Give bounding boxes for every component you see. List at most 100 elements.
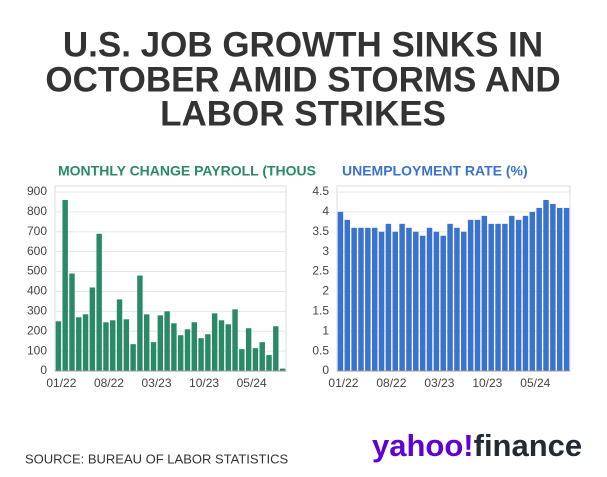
bar	[211, 313, 218, 371]
y-tick-label: 800	[27, 204, 47, 218]
x-tick-label: 01/22	[328, 376, 358, 390]
bar	[55, 321, 62, 371]
bar	[515, 219, 522, 371]
bar	[177, 335, 184, 371]
bar	[171, 323, 177, 371]
y-tick-label: 0	[40, 363, 47, 377]
bar	[399, 223, 405, 371]
x-tick-label: 08/22	[94, 376, 124, 390]
bar	[529, 211, 536, 371]
bar	[522, 215, 529, 371]
bar	[150, 342, 157, 371]
x-tick-label: 01/22	[46, 376, 76, 390]
chart-title: UNEMPLOYMENT RATE (%)	[342, 163, 528, 179]
y-tick-label: 4	[322, 204, 329, 218]
bar	[337, 211, 344, 371]
bar	[536, 207, 542, 371]
bar	[344, 219, 351, 371]
bar	[266, 355, 272, 371]
bar	[419, 235, 426, 371]
x-tick-label: 10/23	[189, 376, 219, 390]
y-tick-label: 700	[27, 224, 47, 238]
bar	[474, 219, 481, 371]
x-tick-label: 03/23	[424, 376, 454, 390]
bar	[556, 207, 563, 371]
title-line: LABOR STRIKES	[160, 94, 446, 133]
bar	[467, 219, 474, 371]
y-tick-label: 1.5	[312, 304, 329, 318]
bar	[365, 227, 371, 371]
y-tick-label: 3	[322, 244, 329, 258]
bar	[191, 322, 197, 371]
bar	[385, 223, 392, 371]
x-tick-label: 03/23	[141, 376, 171, 390]
bar	[205, 334, 211, 371]
y-tick-label: 2	[322, 284, 329, 298]
x-tick-label: 10/23	[472, 376, 502, 390]
source: SOURCE: BUREAU OF LABOR STATISTICS	[25, 451, 288, 466]
bar	[481, 215, 488, 371]
y-tick-label: 3.5	[312, 224, 329, 238]
bar	[232, 309, 238, 371]
bar	[406, 227, 412, 371]
bar	[447, 223, 453, 371]
bar	[454, 227, 460, 371]
bar	[96, 233, 102, 371]
y-tick-label: 300	[27, 304, 47, 318]
bar	[550, 203, 556, 371]
bar	[225, 324, 231, 371]
bar	[413, 231, 419, 371]
y-tick-label: 900	[27, 184, 47, 198]
bar	[495, 223, 501, 371]
title-line: U.S. JOB GROWTH SINKS IN	[63, 25, 543, 64]
bar	[351, 227, 357, 371]
chart-title: MONTHLY CHANGE PAYROLL (THOUS	[58, 163, 316, 179]
bar	[509, 215, 515, 371]
bar	[378, 231, 385, 371]
y-tick-label: 400	[27, 284, 47, 298]
bar	[82, 314, 89, 371]
bar	[69, 273, 75, 371]
bar	[371, 227, 378, 371]
bar	[164, 311, 170, 371]
bar	[461, 231, 467, 371]
bar	[110, 320, 116, 371]
y-tick-label: 600	[27, 244, 47, 258]
logo: yahoo!finance	[372, 428, 582, 463]
y-tick-label: 4.5	[312, 184, 329, 198]
bar	[502, 223, 508, 371]
bar	[89, 287, 96, 371]
bar	[252, 348, 259, 371]
bar	[440, 235, 446, 371]
logo-brand: yahoo!	[372, 428, 474, 463]
bar	[488, 223, 494, 371]
bar	[184, 329, 191, 371]
bar	[123, 319, 130, 371]
bar	[433, 231, 440, 371]
bar	[103, 322, 109, 371]
y-tick-label: 0.5	[312, 343, 329, 357]
bar	[76, 317, 82, 371]
bar	[563, 207, 570, 371]
y-tick-label: 200	[27, 323, 47, 337]
x-tick-label: 05/24	[520, 376, 550, 390]
bar	[239, 349, 245, 371]
y-tick-label: 2.5	[312, 264, 329, 278]
bar	[273, 326, 279, 371]
bar	[259, 342, 265, 371]
bar	[62, 199, 68, 371]
bar	[198, 338, 204, 371]
bar	[543, 199, 549, 371]
logo-product: finance	[474, 428, 583, 463]
bar	[245, 328, 252, 371]
y-tick-label: 0	[322, 363, 329, 377]
bar	[137, 275, 143, 371]
bar	[218, 320, 225, 371]
y-tick-label: 1	[322, 323, 329, 337]
x-tick-label: 05/24	[237, 376, 267, 390]
bar	[116, 299, 123, 371]
bar	[157, 315, 164, 371]
bar	[358, 227, 364, 371]
